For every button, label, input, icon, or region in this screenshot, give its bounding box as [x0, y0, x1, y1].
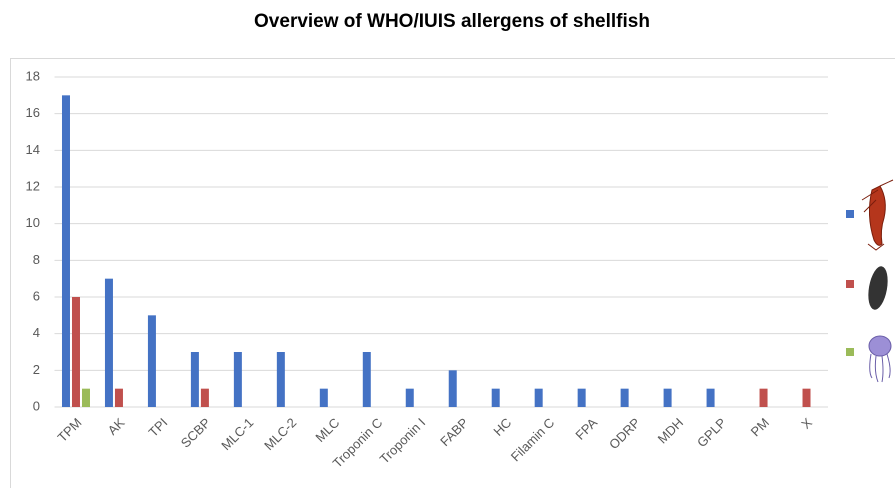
bar [191, 352, 199, 407]
bar [535, 389, 543, 407]
bar [406, 389, 414, 407]
x-tick-label: X [798, 415, 815, 432]
y-tick-label: 4 [33, 325, 40, 340]
legend-swatch [846, 348, 854, 356]
x-tick-label: ODRP [606, 415, 643, 452]
bar [320, 389, 328, 407]
bar [234, 352, 242, 407]
x-tick-label: MLC [312, 415, 342, 445]
bar [105, 279, 113, 407]
bar [148, 315, 156, 407]
y-tick-label: 8 [33, 252, 40, 267]
bar [803, 389, 811, 407]
legend-swatch [846, 210, 854, 218]
bar [707, 389, 715, 407]
y-tick-label: 12 [26, 178, 40, 193]
legend-swatch [846, 280, 854, 288]
bar [363, 352, 371, 407]
crustacean-icon [862, 180, 893, 250]
x-tick-label: GPLP [694, 415, 729, 450]
y-tick-label: 6 [33, 288, 40, 303]
y-tick-label: 18 [26, 68, 40, 83]
x-tick-label: AK [105, 415, 128, 438]
x-tick-label: MDH [655, 415, 687, 447]
bar [449, 370, 457, 407]
chart: Overview of WHO/IUIS allergens of shellf… [0, 0, 895, 488]
bar [201, 389, 209, 407]
x-tick-label: TPI [146, 415, 171, 440]
bar [492, 389, 500, 407]
chart-title: Overview of WHO/IUIS allergens of shellf… [254, 11, 650, 32]
x-tick-label: SCBP [178, 415, 214, 451]
bar [621, 389, 629, 407]
bar [277, 352, 285, 407]
x-tick-label: MLC-2 [261, 415, 299, 453]
bar [72, 297, 80, 407]
y-tick-label: 0 [33, 398, 40, 413]
mollusk-icon [865, 265, 890, 311]
x-tick-label: PM [748, 415, 772, 439]
bar [115, 389, 123, 407]
bar [82, 389, 90, 407]
x-tick-label: MLC-1 [218, 415, 256, 453]
bar [578, 389, 586, 407]
x-tick-label: HC [490, 415, 514, 439]
cephalopod-icon [869, 336, 891, 382]
bar [760, 389, 768, 407]
y-tick-label: 14 [26, 142, 40, 157]
x-tick-label: TPM [55, 415, 85, 445]
y-tick-label: 10 [26, 215, 40, 230]
x-tick-label: FABP [437, 415, 471, 449]
bar [62, 95, 70, 407]
bar [664, 389, 672, 407]
x-tick-label: FPA [572, 415, 600, 443]
y-tick-label: 16 [26, 105, 40, 120]
x-tick-label: Troponin I [377, 415, 429, 467]
y-tick-label: 2 [33, 362, 40, 377]
x-tick-label: Filamin C [508, 415, 557, 464]
